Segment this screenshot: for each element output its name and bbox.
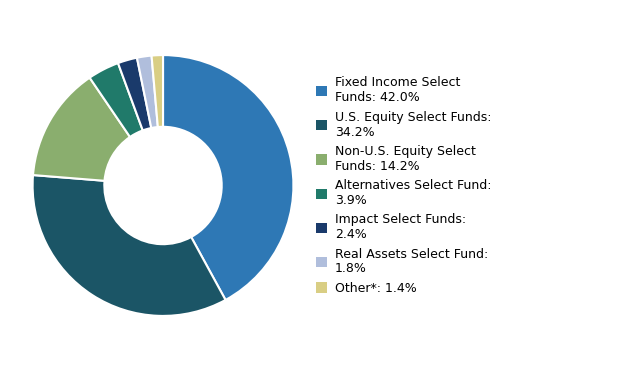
Wedge shape [152, 55, 163, 127]
Wedge shape [118, 58, 151, 131]
Wedge shape [163, 55, 293, 300]
Wedge shape [33, 175, 226, 316]
Wedge shape [33, 78, 130, 181]
Legend: Fixed Income Select
Funds: 42.0%, U.S. Equity Select Funds:
34.2%, Non-U.S. Equi: Fixed Income Select Funds: 42.0%, U.S. E… [316, 76, 491, 295]
Wedge shape [137, 56, 158, 128]
Wedge shape [90, 63, 143, 137]
